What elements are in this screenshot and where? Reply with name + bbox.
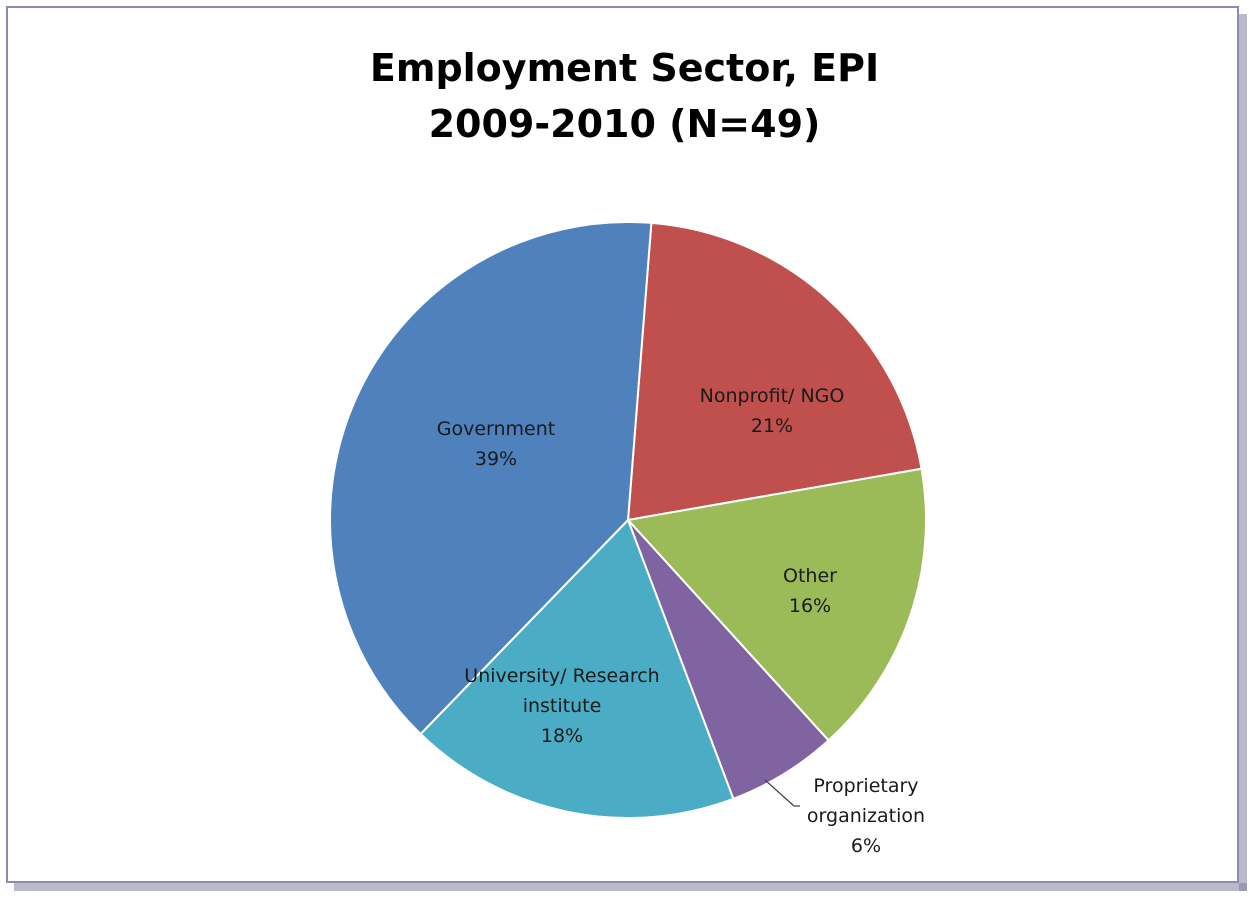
pie-slice-label-3: University/ Research institute 18% xyxy=(464,665,659,747)
pie-slices xyxy=(329,221,927,819)
pie-slice-pct-4: 39% xyxy=(475,448,517,470)
pie-slice-name-2-1: organization xyxy=(807,805,925,827)
pie-leader-lines xyxy=(764,779,800,807)
pie-slice-name-3-0: University/ Research xyxy=(464,665,659,687)
pie-labels: Nonprofit/ NGO 21% Other 16% Proprietary orga… xyxy=(437,385,925,857)
frame-shadow-right xyxy=(1239,14,1247,891)
pie-leader-line-2 xyxy=(764,779,800,807)
pie-slice-label-1: Other 16% xyxy=(783,565,837,617)
pie-slice-name-0-0: Nonprofit/ NGO xyxy=(700,385,845,407)
pie-slice-0 xyxy=(626,221,923,522)
pie-slice-pct-3: 18% xyxy=(541,725,583,747)
pie-slice-pct-0: 21% xyxy=(751,415,793,437)
chart-title-line-2: 2009-2010 (N=49) xyxy=(428,102,821,146)
pie-slice-name-1-0: Other xyxy=(783,565,837,587)
pie-slice-label-0: Nonprofit/ NGO 21% xyxy=(700,385,845,437)
pie-slice-name-2-0: Proprietary xyxy=(813,775,918,797)
chart-title: Employment Sector, EPI 2009-2010 (N=49) xyxy=(0,40,1249,152)
pie-slice-pct-2: 6% xyxy=(851,835,881,857)
frame-shadow-bottom xyxy=(14,883,1247,891)
pie-slice-label-2: Proprietary organization 6% xyxy=(807,775,925,857)
pie-slice-1 xyxy=(626,467,927,742)
pie-slice-name-3-1: institute xyxy=(523,695,602,717)
pie-slice-label-4: Government 39% xyxy=(437,418,556,470)
pie-slice-4 xyxy=(329,221,653,736)
chart-title-line-1: Employment Sector, EPI xyxy=(369,46,880,90)
pie-slice-3 xyxy=(419,518,735,819)
pie-slice-pct-1: 16% xyxy=(789,595,831,617)
pie-slice-name-4-0: Government xyxy=(437,418,556,440)
